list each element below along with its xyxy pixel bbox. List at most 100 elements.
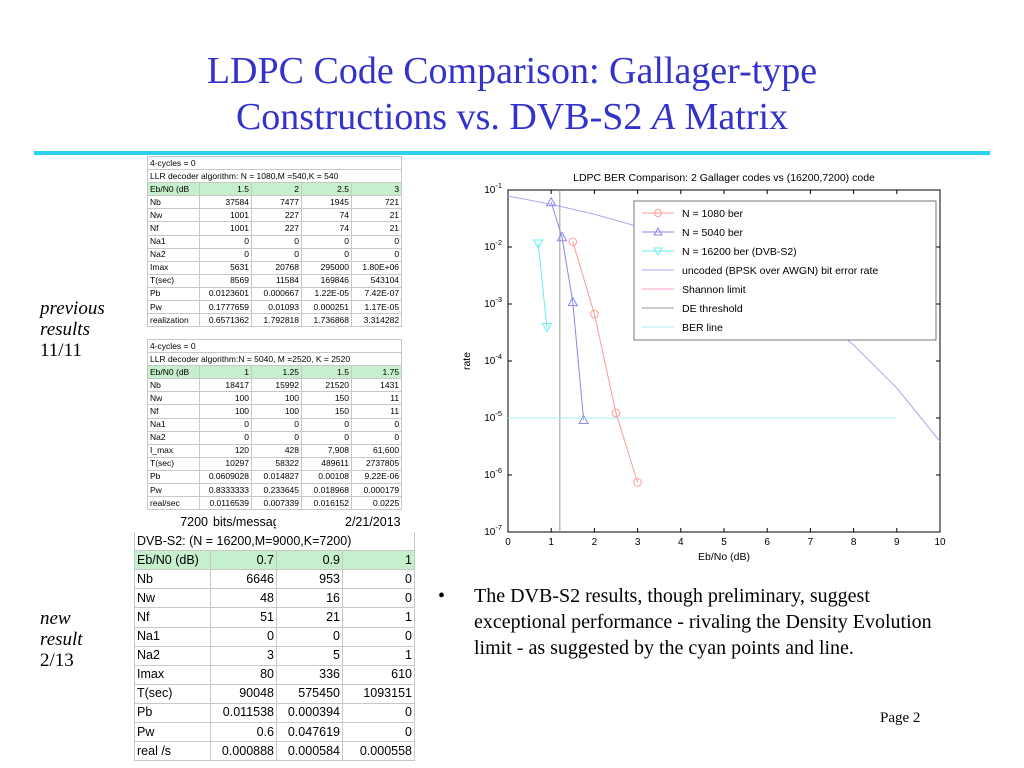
data-point-n5040 <box>578 414 589 425</box>
table-cell: 1945 <box>301 195 352 210</box>
y-tick-label: 10-5 <box>484 409 502 424</box>
x-tick-label: 0 <box>505 537 511 548</box>
table-cell: 80 <box>210 664 277 685</box>
new-word: new <box>40 608 71 629</box>
y-tick-label: 10-7 <box>484 523 502 538</box>
table-row: Pb 0.011538 0.000394 0 <box>134 702 415 724</box>
table-cell: 1.5 <box>199 182 252 197</box>
table-cell: 0 <box>350 417 403 432</box>
table-cell: realization <box>147 313 200 328</box>
table-header-cell: bits/message <box>210 511 277 533</box>
table-cell: 0.00108 <box>301 469 352 485</box>
table-row: Nb 6646 953 0 <box>134 569 415 590</box>
table-cell: 0.0116539 <box>199 496 252 511</box>
results-word: results <box>40 319 90 340</box>
table-cell: 0.01093 <box>251 300 302 315</box>
table-cell: 0.011538 <box>210 702 277 724</box>
legend-entry: N = 5040 ber <box>682 227 744 239</box>
title-line-2-prefix: Constructions vs. DVB-S2 <box>235 96 652 138</box>
title-divider <box>34 151 990 155</box>
table-cell: 0.0123601 <box>199 286 252 302</box>
table-cell: 58322 <box>251 456 302 471</box>
table-cell: 37584 <box>199 195 252 210</box>
title-italic-a: A <box>651 96 676 138</box>
table-cell: Eb/N0 (dB <box>147 365 200 380</box>
bullet-dot: • <box>438 585 446 607</box>
table-cell: Nf <box>134 607 211 628</box>
table-cell: Pw <box>147 300 200 315</box>
table-cell: Nb <box>134 569 211 590</box>
table-cell: 0.7 <box>210 550 277 571</box>
table-cell: 953 <box>276 569 343 590</box>
table-cell: 543104 <box>350 273 403 288</box>
table-cell: 1431 <box>350 378 403 393</box>
x-tick-label: 7 <box>808 537 814 548</box>
table-cell: Pw <box>147 483 200 498</box>
table-cell: 0 <box>342 722 415 743</box>
table-cell: 1 <box>342 550 415 571</box>
table-row: Pb 0.0123601 0.000667 1.22E-05 7.42E-07 <box>147 286 403 302</box>
ber-comparison-chart: LDPC BER Comparison: 2 Gallager codes vs… <box>461 172 946 563</box>
table-row: T(sec) 90048 575450 1093151 <box>134 683 415 704</box>
table-cell: 74 <box>301 208 352 223</box>
table-cell: real /s <box>134 741 211 762</box>
table-row: Eb/N0 (dB 1.5 2 2.5 3 <box>147 182 403 197</box>
table-cell: I_max <box>147 443 200 458</box>
x-tick-label: 3 <box>635 537 641 548</box>
table-cell: Nb <box>147 378 200 393</box>
table-row: LLR decoder algorithm: N = 1080,M =540,K… <box>146 169 403 184</box>
series-line-1 <box>550 202 585 421</box>
table-row: Na1 0 0 0 <box>134 626 415 647</box>
table-cell: 0.6 <box>210 722 277 743</box>
data-point-dvbs2 <box>541 323 553 333</box>
table-cell: 1.5 <box>301 365 352 380</box>
table-row: Eb/N0 (dB 1 1.25 1.5 1.75 <box>147 365 403 380</box>
table-cell: 0.000394 <box>276 702 343 724</box>
table-cell: Nw <box>147 208 200 223</box>
table-cell: Nb <box>147 195 200 210</box>
new-result-label: new result 2/13 <box>40 608 83 671</box>
table-cell: 0 <box>199 234 252 249</box>
table-cell: 0 <box>199 247 252 262</box>
table-row: Imax 5631 20768 295000 1.80E+06 <box>147 260 403 275</box>
table-cell: 21520 <box>301 378 352 393</box>
x-tick-label: 4 <box>678 537 684 548</box>
legend-marker-triangle-down <box>653 247 663 257</box>
table-cell: 0 <box>251 417 302 432</box>
table-cell: 0 <box>342 702 415 724</box>
table-cell: 1.736868 <box>301 313 352 328</box>
table-cell: 0.000888 <box>210 741 277 762</box>
chart-legend <box>633 200 937 341</box>
x-tick-label: 6 <box>764 537 770 548</box>
table-cell: 0 <box>199 430 252 445</box>
table-cell: 7.42E-07 <box>350 286 403 302</box>
table-cell: 150 <box>301 404 352 419</box>
table-span-cell: LLR decoder algorithm: N = 1080,M =540,K… <box>146 169 403 184</box>
legend-entry: DE threshold <box>682 303 743 315</box>
table-cell: 0.007339 <box>251 496 302 511</box>
table-row: real/sec 0.0116539 0.007339 0.016152 0.0225 <box>147 496 403 511</box>
table-cell: 120 <box>199 443 252 458</box>
x-tick-label: 10 <box>934 537 946 548</box>
title-line-2: Constructions vs. DVB-S2 A Matrix <box>0 94 1024 140</box>
previous-results-label: previous results 11/11 <box>40 298 105 361</box>
y-tick-label: 10-6 <box>484 466 502 481</box>
data-point-n5040 <box>567 296 579 307</box>
table-cell: 0.9 <box>276 550 343 571</box>
table-header-cell: 2/21/2013 <box>342 511 415 533</box>
data-point-dvbs2 <box>532 239 544 249</box>
table-row: Na2 0 0 0 0 <box>147 430 403 445</box>
data-point-n1080 <box>590 309 599 319</box>
table-row: Pb 0.0609028 0.014827 0.00108 9.22E-06 <box>147 469 403 485</box>
table-row: Nb 37584 7477 1945 721 <box>147 195 403 210</box>
table-cell: 18417 <box>199 378 252 393</box>
table-cell: Pw <box>134 722 211 743</box>
table-cell: 0.000558 <box>342 741 415 762</box>
table-cell: 721 <box>350 195 403 210</box>
table-span-cell: 4-cycles = 0 <box>146 338 403 354</box>
table-row: Nf 51 21 1 <box>134 607 415 628</box>
table-row: Eb/N0 (dB) 0.7 0.9 1 <box>134 550 415 571</box>
x-axis-label: Eb/No (dB) <box>698 551 750 563</box>
table-cell: real/sec <box>147 496 200 511</box>
